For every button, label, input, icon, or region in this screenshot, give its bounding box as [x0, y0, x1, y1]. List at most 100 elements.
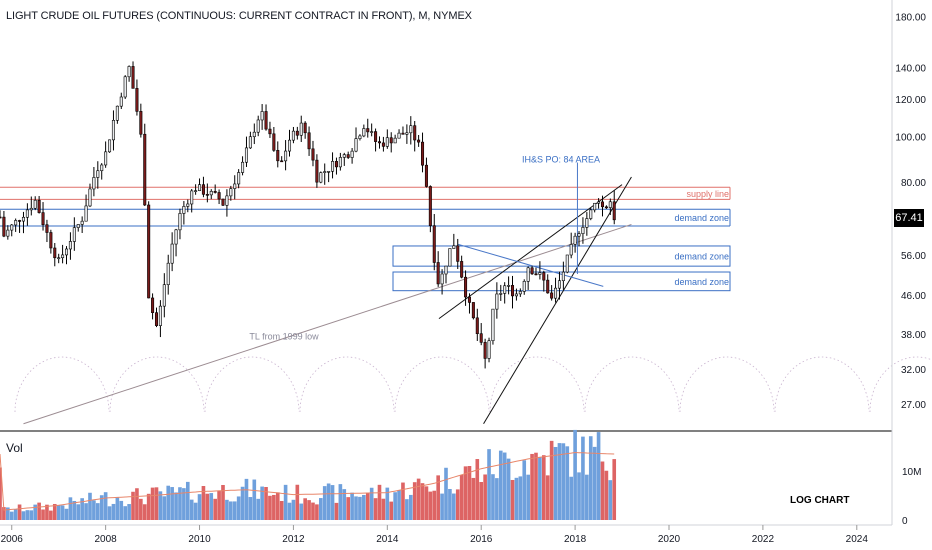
volume-bar	[225, 499, 229, 520]
chart-title: LIGHT CRUDE OIL FUTURES (CONTINUOUS: CUR…	[6, 10, 472, 22]
candle-body	[338, 157, 342, 168]
volume-bar	[569, 476, 574, 520]
candle-body	[303, 122, 307, 134]
volume-bar	[142, 504, 147, 520]
candle-body	[510, 285, 515, 297]
candle-body	[381, 142, 385, 147]
zone-label: demand zone	[674, 252, 729, 262]
volume-bar	[146, 493, 151, 520]
volume-bar	[256, 498, 261, 520]
candle-body	[151, 297, 155, 313]
volume-bar	[88, 492, 92, 520]
volume-ma	[0, 451, 615, 511]
x-tick-label: 2006	[1, 534, 24, 545]
x-tick-label: 2008	[95, 534, 118, 545]
y-tick-label: 120.00	[895, 95, 926, 106]
y-tick-label: 27.00	[901, 400, 926, 411]
volume-bar	[260, 486, 264, 520]
volume-bar	[303, 498, 307, 520]
candle-body	[561, 271, 565, 282]
x-tick-label: 2022	[752, 534, 775, 545]
cycle-arcs	[14, 356, 932, 413]
volume-bar	[561, 443, 566, 520]
candle-body	[268, 128, 272, 135]
volume-bar	[365, 492, 370, 520]
candle-body	[366, 128, 370, 133]
volume-bar	[326, 483, 331, 520]
volume-bar	[45, 504, 49, 520]
candle-body	[397, 132, 401, 139]
volume-bar	[291, 499, 296, 520]
volume-bar	[502, 452, 507, 520]
volume-bar	[37, 502, 41, 520]
volume-bar	[510, 479, 515, 520]
axes: 180.00 140.00 120.00 100.00 80.00 56.00 46.00 3…	[1, 12, 927, 545]
volume-bar	[209, 493, 214, 520]
candle-body	[581, 227, 585, 234]
cycle-arc	[394, 356, 490, 413]
candle-body	[53, 247, 57, 259]
candle-body	[413, 125, 417, 141]
candle-body	[327, 170, 331, 173]
candle-body	[479, 333, 483, 343]
candle-body	[467, 296, 471, 303]
volume-bar	[111, 503, 116, 520]
candle-body	[198, 184, 202, 191]
volume-bar	[92, 500, 96, 520]
volume-bar	[115, 497, 120, 520]
log-chart-label: LOG CHART	[790, 495, 850, 506]
volume-bar	[307, 500, 311, 520]
volume-bar	[463, 466, 468, 520]
volume-bar	[401, 482, 405, 520]
candle-body	[64, 248, 69, 256]
candle-body	[205, 194, 209, 196]
x-tick-label: 2012	[282, 534, 305, 545]
candle-body	[530, 267, 534, 275]
candle-body	[221, 198, 225, 206]
cycle-arc	[869, 356, 932, 413]
candle-body	[209, 191, 213, 196]
volume-bar	[534, 452, 538, 520]
candle-body	[389, 137, 393, 144]
volume-bar	[193, 502, 198, 520]
candle-body	[538, 272, 542, 275]
candle-body	[154, 312, 159, 326]
volume-bar	[213, 498, 217, 520]
candle-body	[190, 190, 194, 205]
volume-bar	[322, 486, 327, 520]
volume-bar	[29, 510, 34, 520]
y-tick-label: 38.00	[901, 330, 926, 341]
candle-body	[350, 150, 354, 158]
candle-body	[248, 136, 252, 149]
candle-body	[21, 216, 25, 222]
candle-body	[76, 224, 80, 228]
volume-bar	[221, 484, 225, 520]
candle-body	[41, 212, 45, 226]
volume-bar	[483, 474, 487, 520]
zone-box	[392, 271, 731, 292]
candle-body	[593, 202, 597, 211]
volume-bar	[127, 504, 131, 520]
candle-body	[577, 233, 581, 237]
candle-body	[377, 141, 382, 144]
candle-body	[507, 285, 511, 287]
candle-body	[483, 342, 487, 359]
volume-bar	[448, 488, 452, 520]
candle-body	[37, 199, 41, 213]
candle-body	[612, 201, 616, 221]
volume-bar	[412, 482, 417, 520]
candle-body	[135, 88, 139, 112]
volume-bar	[588, 436, 593, 520]
candle-body	[115, 105, 119, 121]
volume-bar	[60, 505, 65, 520]
volume-bar	[573, 429, 577, 520]
trendlines	[23, 162, 632, 425]
volume-bar	[240, 486, 245, 520]
candle-body	[362, 128, 366, 137]
volume-bar	[553, 446, 558, 520]
candle-body	[495, 293, 499, 310]
volume-bar	[123, 506, 128, 520]
candle-body	[111, 120, 115, 141]
volume-bar	[41, 509, 45, 520]
annotation: IH&S PO: 84 AREA	[522, 155, 600, 165]
